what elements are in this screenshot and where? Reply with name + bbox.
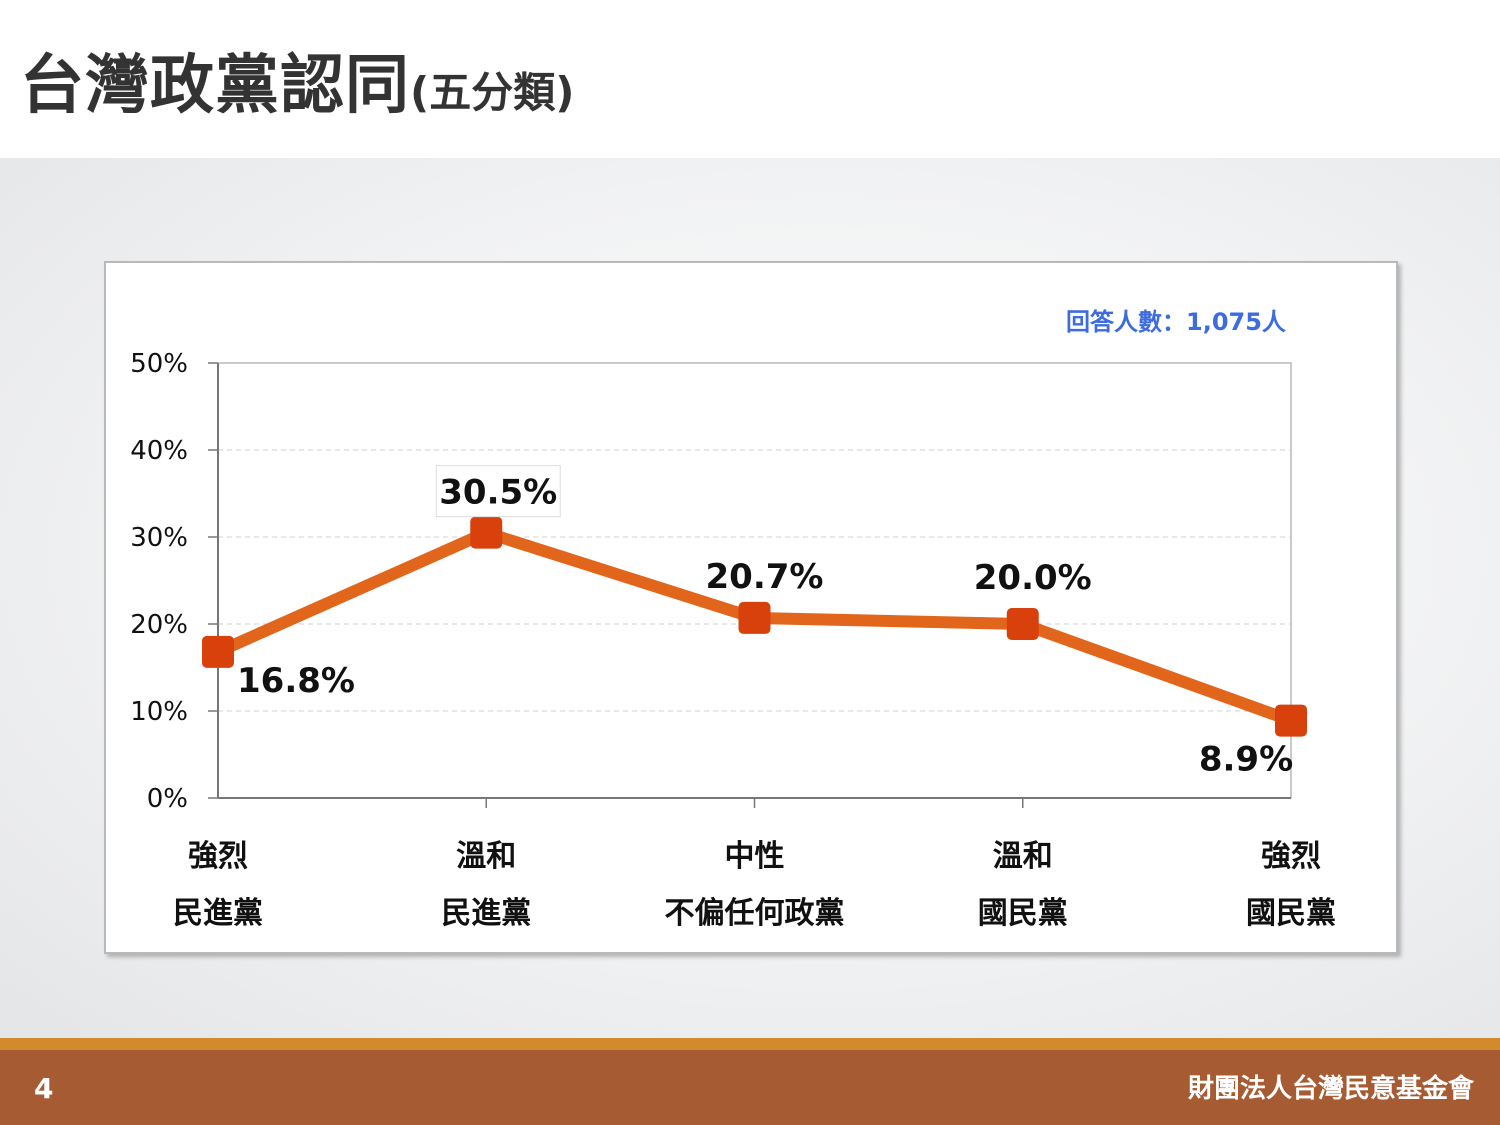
y-tick-label: 0%	[147, 784, 188, 814]
y-tick-label: 40%	[130, 436, 188, 466]
data-label: 16.8%	[237, 661, 355, 701]
title-bar: 台灣政黨認同(五分類)	[0, 0, 1500, 158]
data-point-marker	[1006, 608, 1039, 640]
page-number: 4	[34, 1072, 54, 1105]
data-point-marker	[738, 601, 771, 634]
x-category-label: 中性	[725, 839, 785, 874]
title-suffix: (五分類)	[410, 68, 575, 117]
organization-name: 財團法人台灣民意基金會	[1187, 1074, 1474, 1104]
data-label: 20.7%	[706, 557, 824, 597]
data-point-marker	[1275, 704, 1307, 737]
footer-bar	[0, 1050, 1500, 1125]
x-category-label: 民進黨	[173, 896, 263, 931]
data-label: 20.0%	[974, 558, 1092, 598]
x-category-label: 民進黨	[441, 896, 531, 931]
footer-accent-line	[0, 1038, 1500, 1050]
x-category-label: 國民黨	[1246, 896, 1336, 931]
x-category-label: 國民黨	[978, 896, 1068, 931]
x-category-label: 強烈	[188, 839, 248, 874]
y-tick-label: 20%	[130, 610, 188, 640]
data-label-box	[435, 465, 561, 518]
data-point-marker	[470, 516, 503, 549]
data-label: 30.5%	[439, 473, 557, 513]
x-category-label: 強烈	[1261, 839, 1321, 874]
respondent-count: 回答人數：1,075人	[1066, 308, 1286, 336]
x-category-label: 溫和	[456, 839, 516, 874]
data-point-marker	[202, 635, 234, 668]
y-tick-label: 50%	[130, 349, 188, 379]
title-main: 台灣政黨認同	[20, 49, 410, 123]
slide-title: 台灣政黨認同(五分類)	[20, 34, 574, 126]
y-tick-label: 30%	[130, 523, 188, 553]
x-category-label: 不偏任何政黨	[665, 896, 845, 931]
data-label: 8.9%	[1199, 740, 1293, 780]
x-category-label: 溫和	[993, 839, 1053, 874]
y-tick-label: 10%	[130, 697, 188, 727]
